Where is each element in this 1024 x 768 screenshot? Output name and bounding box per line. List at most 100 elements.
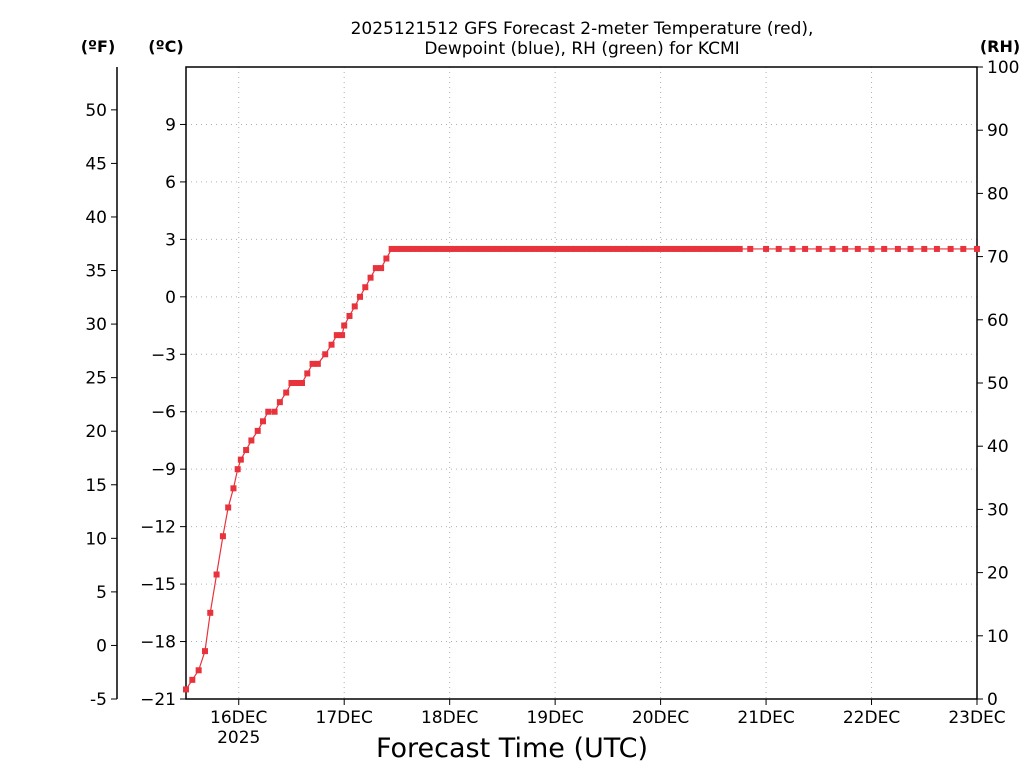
- temperature-c-point: [207, 609, 214, 616]
- temperature-c-point: [520, 245, 527, 252]
- temperature-c-point: [230, 485, 237, 492]
- y-tick-label-f: 40: [85, 208, 107, 228]
- y-axis-unit-c: (ºC): [148, 37, 183, 56]
- x-tick-label: 17DEC: [316, 708, 373, 728]
- temperature-c-point: [346, 312, 353, 319]
- temperature-c-point: [594, 245, 601, 252]
- temperature-c-point: [710, 245, 717, 252]
- y-tick-label-c: −3: [151, 345, 176, 365]
- temperature-c-point: [562, 245, 569, 252]
- temperature-c-point: [699, 245, 706, 252]
- temperature-c-point: [789, 245, 796, 252]
- temperature-c-point: [201, 648, 208, 655]
- temperature-c-point: [536, 245, 543, 252]
- temperature-c-point: [694, 245, 701, 252]
- temperature-c-point: [399, 245, 406, 252]
- x-tick-label: 19DEC: [526, 708, 583, 728]
- y-axis-unit-f: (ºF): [81, 37, 116, 56]
- temperature-c-point: [467, 245, 474, 252]
- temperature-c-point: [683, 245, 690, 252]
- temperature-c-point: [314, 360, 321, 367]
- temperature-c-point: [546, 245, 553, 252]
- temperature-c-point: [499, 245, 506, 252]
- temperature-c-point: [947, 245, 954, 252]
- temperature-c-point: [907, 245, 914, 252]
- x-tick-label: 23DEC: [948, 708, 1005, 728]
- y-tick-label-f: -5: [90, 690, 107, 710]
- temperature-c-point: [641, 245, 648, 252]
- temperature-c-point: [288, 380, 295, 386]
- temperature-c-point: [868, 245, 875, 252]
- y-tick-label-c: −9: [151, 460, 176, 480]
- temperature-c-point: [383, 255, 390, 262]
- temperature-c-point: [341, 322, 348, 329]
- temperature-c-point: [415, 245, 422, 252]
- x-axis-label: Forecast Time (UTC): [376, 733, 648, 764]
- y-tick-label-f: 20: [85, 422, 107, 442]
- y-tick-label-rh: 90: [987, 121, 1009, 141]
- temperature-c-point: [322, 351, 329, 358]
- temperature-c-point: [647, 245, 654, 252]
- temperature-c-point: [309, 360, 316, 367]
- temperature-c-point: [625, 245, 632, 252]
- temperature-c-point: [243, 447, 250, 454]
- y-tick-label-f: 30: [85, 315, 107, 335]
- temperature-c-point: [604, 245, 611, 252]
- y-tick-label-c: 9: [165, 115, 176, 135]
- temperature-c-point: [328, 341, 335, 348]
- temperature-c-point: [362, 284, 369, 291]
- temperature-c-point: [894, 245, 901, 252]
- temperature-c-point: [974, 245, 980, 252]
- temperature-c-point: [339, 332, 346, 339]
- temperature-c-point: [441, 245, 448, 252]
- y-tick-label-f: 45: [85, 154, 107, 174]
- temperature-c-point: [715, 245, 722, 252]
- axes: -505101520253035404550−21−18−15−12−9−6−3…: [85, 58, 1019, 748]
- data-series: [183, 245, 980, 693]
- y-tick-label-c: −12: [140, 518, 176, 538]
- temperature-c-point: [731, 245, 738, 252]
- y-tick-label-c: −21: [140, 690, 176, 710]
- temperature-c-point: [304, 370, 311, 377]
- temperature-c-point: [747, 245, 754, 252]
- temperature-c-point: [378, 265, 385, 272]
- y-tick-label-rh: 0: [987, 690, 998, 710]
- temperature-c-point: [636, 245, 643, 252]
- temperature-c-point: [248, 437, 255, 444]
- temperature-c-point: [552, 245, 559, 252]
- temperature-c-point: [720, 245, 727, 252]
- chart-title-line1: 2025121512 GFS Forecast 2-meter Temperat…: [351, 19, 814, 39]
- temperature-c-point: [933, 245, 940, 252]
- temperature-c-point: [446, 245, 453, 252]
- temperature-c-point: [921, 245, 928, 252]
- temperature-c-point: [393, 245, 400, 252]
- temperature-c-point: [478, 245, 485, 252]
- temperature-c-point: [237, 456, 244, 463]
- temperature-c-point: [599, 245, 606, 252]
- temperature-c-point: [451, 245, 458, 252]
- temperature-c-point: [189, 676, 196, 683]
- temperature-c-point: [573, 245, 580, 252]
- temperature-c-point: [615, 245, 622, 252]
- x-tick-label: 16DEC: [210, 708, 267, 728]
- temperature-c-point: [333, 332, 340, 339]
- temperature-c-point: [372, 265, 379, 272]
- temperature-c-point: [531, 245, 538, 252]
- y-tick-label-f: 15: [85, 476, 107, 496]
- y-tick-label-c: −6: [151, 403, 176, 423]
- temperature-c-point: [689, 245, 696, 252]
- temperature-c-point: [583, 245, 590, 252]
- temperature-c-point: [960, 245, 967, 252]
- chart-title-line2: Dewpoint (blue), RH (green) for KCMI: [424, 39, 739, 59]
- temperature-c-point: [283, 389, 290, 396]
- temperature-c-point: [299, 380, 306, 386]
- y-tick-label-f: 5: [96, 583, 107, 603]
- x-tick-sublabel: 2025: [217, 728, 260, 748]
- temperature-c-point: [357, 293, 364, 300]
- temperature-c-point: [662, 245, 669, 252]
- temperature-c-point: [254, 427, 261, 434]
- temperature-c-point: [736, 245, 743, 252]
- x-tick-label: 20DEC: [632, 708, 689, 728]
- temperature-c-point: [195, 667, 202, 674]
